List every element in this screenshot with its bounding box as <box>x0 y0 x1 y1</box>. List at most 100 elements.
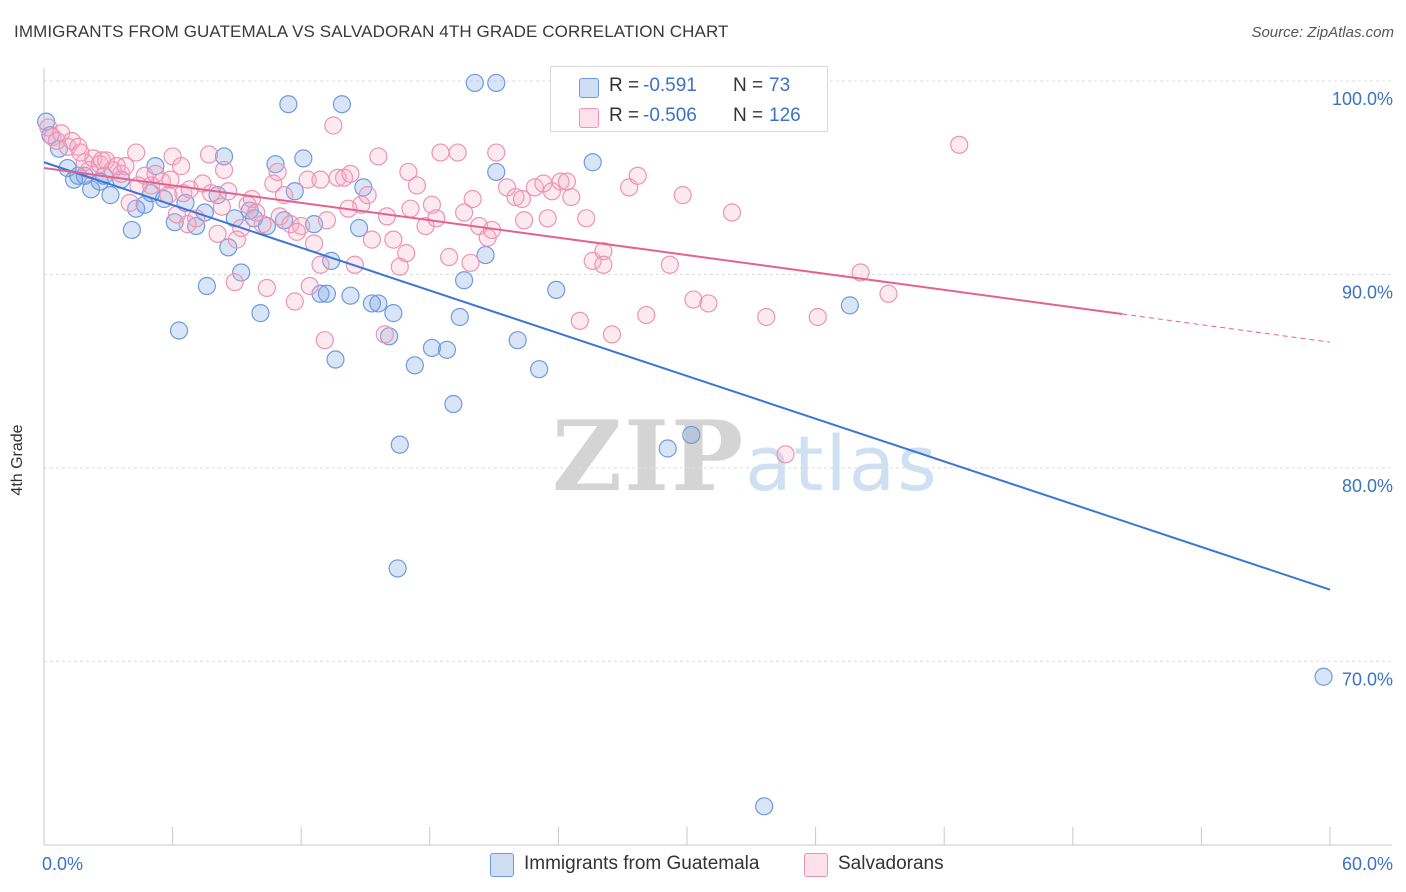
legend-row-salvadorans: R = -0.506 N = 126 <box>551 101 827 131</box>
guatemala-point <box>388 559 407 578</box>
salvadoran-point <box>407 176 427 195</box>
salvadoran-point <box>570 311 589 330</box>
guatemala-point <box>225 209 244 228</box>
salvadoran-trend-line <box>43 167 1123 315</box>
salvadoran-point <box>208 224 227 243</box>
salvadoran-point <box>287 222 307 241</box>
salvadoran-point <box>311 170 330 189</box>
guatemala-point <box>444 394 463 414</box>
guatemala-point <box>437 340 457 359</box>
salvadoran-point <box>439 247 459 267</box>
salvadoran-point <box>776 445 795 464</box>
salvadoran-point <box>384 230 403 249</box>
guatemala-point <box>232 263 251 282</box>
r-label: R = <box>609 75 640 96</box>
guatemala-point <box>294 149 313 168</box>
y-tick-label: 90.0% <box>1342 282 1393 302</box>
guatemala-point <box>326 350 345 369</box>
salvadoran-point <box>375 325 394 344</box>
guatemala-point <box>755 797 774 816</box>
guatemala-point <box>450 307 469 327</box>
salvadoran-point <box>637 305 656 325</box>
salvadoran-point <box>172 157 191 176</box>
guatemala-point <box>682 425 701 445</box>
salvadoran-point <box>268 162 287 182</box>
n-label: N = <box>733 75 764 96</box>
guatemala-point <box>349 218 369 238</box>
n-value: 126 <box>769 105 801 126</box>
salvadoran-point <box>722 203 742 222</box>
guatemala-point <box>390 435 409 454</box>
n-label: N = <box>733 105 764 126</box>
salvadoran-point <box>247 203 266 222</box>
guatemala-point <box>547 280 566 299</box>
salvadoran-point <box>851 263 870 282</box>
salvadoran-point <box>324 116 343 135</box>
guatemala-point <box>197 276 216 296</box>
x-tick-label: 0.0% <box>42 854 83 874</box>
salvadoran-point <box>538 209 557 228</box>
watermark-atlas: atlas <box>745 419 939 508</box>
guatemala-point <box>583 153 602 172</box>
guatemala-point <box>332 95 352 114</box>
salvadoran-point <box>71 143 90 162</box>
guatemala-point <box>454 271 474 290</box>
salvadoran-point <box>454 203 474 222</box>
salvadoran-point <box>512 189 532 209</box>
guatemala-point <box>465 73 484 93</box>
salvadoran-trend-extension <box>1122 313 1331 343</box>
guatemala-point <box>122 220 141 240</box>
salvadoran-point <box>199 145 219 164</box>
salvadoran-point <box>487 143 506 162</box>
salvadoran-point <box>399 162 418 182</box>
salvadoran-point <box>577 209 596 228</box>
salvadoran-point <box>879 284 898 303</box>
guatemala-point <box>279 95 298 114</box>
guatemala-point <box>487 73 506 93</box>
watermark: ZIPatlas <box>552 400 939 513</box>
x-tick-label: 60.0% <box>1342 854 1393 874</box>
legend-swatch-blue <box>490 853 514 877</box>
salvadoran-point <box>264 174 283 193</box>
guatemala-point <box>487 162 506 182</box>
salvadoran-point <box>285 292 304 311</box>
guatemala-point <box>422 338 442 358</box>
salvadoran-point <box>808 307 827 327</box>
guatemala-point <box>1314 667 1333 686</box>
salvadoran-point <box>673 186 692 205</box>
salvadoran-point <box>369 147 388 166</box>
guatemala-point <box>169 321 189 340</box>
salvadoran-point <box>628 166 647 185</box>
salvadoran-point <box>358 186 377 205</box>
guatemala-point <box>405 356 424 375</box>
salvadoran-point <box>92 151 111 170</box>
salvadoran-point <box>463 189 482 209</box>
salvadoran-point <box>506 187 525 207</box>
salvadoran-point <box>684 290 703 309</box>
legend-label: Immigrants from Guatemala <box>524 853 760 874</box>
guatemala-point <box>285 182 304 201</box>
correlation-legend: R = -0.591 N = 73 R = -0.506 N = 126 <box>550 66 828 132</box>
legend-swatch-pink <box>804 853 828 877</box>
guatemala-point <box>341 286 360 305</box>
salvadoran-point <box>397 244 416 263</box>
salvadoran-point <box>257 278 277 298</box>
legend-row-guatemala: R = -0.591 N = 73 <box>551 71 827 101</box>
salvadoran-point <box>660 255 679 274</box>
source-label: Source: ZipAtlas.com <box>1251 24 1394 41</box>
salvadoran-point <box>431 143 450 162</box>
salvadoran-point <box>757 307 776 327</box>
salvadoran-point <box>594 255 613 274</box>
salvadoran-point <box>594 242 613 261</box>
salvadoran-point <box>298 170 317 189</box>
chart-title: IMMIGRANTS FROM GUATEMALA VS SALVADORAN … <box>14 22 729 41</box>
salvadoran-point <box>127 143 146 162</box>
salvadoran-point <box>225 273 244 292</box>
salvadoran-point <box>120 193 139 212</box>
series-legend: Immigrants from Guatemala Salvadorans <box>490 850 990 878</box>
salvadoran-point <box>300 276 319 296</box>
watermark-zip: ZIP <box>552 400 746 513</box>
r-value: -0.591 <box>643 75 697 96</box>
guatemala-point <box>384 304 403 323</box>
